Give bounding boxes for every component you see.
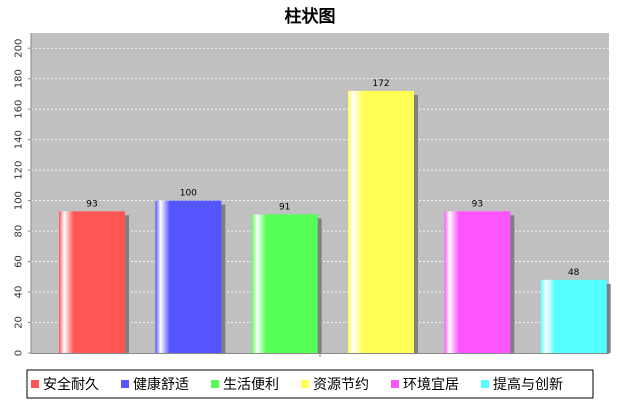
legend-label: 环境宜居 — [403, 377, 459, 393]
y-tick-label: 160 — [14, 100, 25, 119]
bar-value-label: 172 — [372, 79, 389, 89]
y-tick-label: 180 — [14, 69, 25, 88]
bars — [59, 90, 611, 354]
bar-value-label: 91 — [279, 202, 290, 212]
bar — [444, 211, 511, 353]
bar-value-label: 93 — [472, 199, 483, 209]
bar-value-label: 100 — [180, 189, 197, 199]
y-tick-label: 100 — [14, 191, 25, 210]
legend-label: 资源节约 — [313, 377, 369, 393]
y-tick-label: 0 — [14, 350, 25, 356]
legend-swatch — [121, 380, 129, 388]
bar — [348, 90, 414, 354]
bar — [155, 200, 222, 353]
legend-label: 健康舒适 — [133, 376, 189, 393]
legend-swatch — [301, 380, 309, 388]
legend-label: 安全耐久 — [43, 376, 99, 393]
bar-value-label: 93 — [86, 199, 97, 209]
legend: 安全耐久 健康舒适 生活便利 资源节约 环境宜居 提高与创新 — [26, 369, 594, 399]
y-tick-label: 80 — [14, 225, 25, 238]
chart-title: 柱状图 — [285, 6, 336, 27]
legend-label: 生活便利 — [223, 377, 279, 393]
data-labels: 93 100 91 172 93 48 — [86, 79, 579, 278]
y-tick-label: 60 — [14, 255, 25, 268]
y-tick-label: 20 — [14, 316, 25, 329]
bar-value-label: 48 — [568, 268, 580, 278]
y-axis: 0 20 40 60 80 100 120 140 160 180 200 — [14, 33, 609, 357]
legend-label: 提高与创新 — [493, 376, 563, 393]
y-tick-label: 120 — [14, 161, 25, 180]
legend-swatch — [31, 380, 39, 388]
y-tick-label: 40 — [14, 286, 25, 299]
bar — [59, 211, 125, 353]
y-tick-label: 140 — [14, 130, 25, 149]
legend-swatch — [391, 380, 399, 388]
bar — [540, 279, 607, 353]
bar — [251, 214, 318, 353]
legend-swatch — [211, 380, 219, 388]
legend-swatch — [481, 380, 489, 388]
y-tick-label: 200 — [14, 39, 25, 58]
